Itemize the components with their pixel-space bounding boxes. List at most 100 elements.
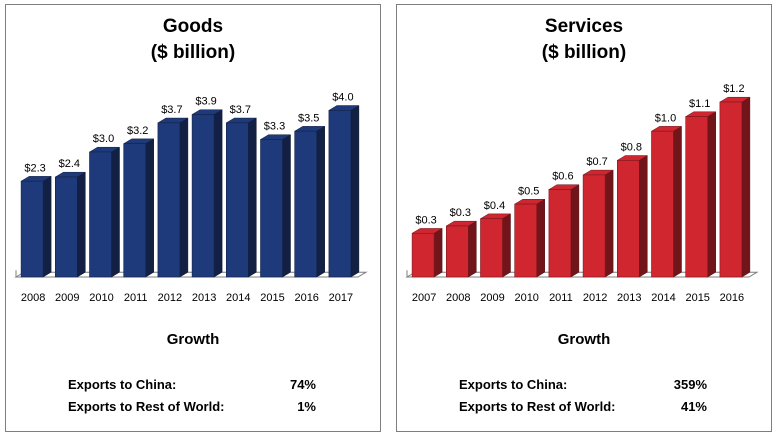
data-label: $3.0 [93, 133, 114, 145]
x-tick-label: 2010 [89, 292, 113, 304]
x-tick-label: 2009 [480, 292, 504, 304]
x-tick-label: 2008 [446, 292, 470, 304]
bar [54, 176, 78, 278]
data-label: $0.8 [621, 142, 642, 154]
data-label: $1.1 [689, 98, 710, 110]
growth-label: Exports to Rest of World: [459, 399, 616, 414]
bar [157, 122, 181, 278]
bar-side [111, 146, 120, 278]
bar-side [350, 105, 360, 278]
bar [260, 139, 283, 278]
bar-side [639, 155, 648, 278]
chart-title: Goods [162, 16, 224, 37]
data-label: $0.3 [415, 214, 436, 226]
growth-label: Exports to China: [459, 377, 568, 392]
bar-side [213, 109, 223, 278]
data-label: $0.3 [450, 207, 471, 219]
data-label: $3.9 [195, 96, 216, 108]
bar [294, 130, 318, 278]
bar-side [248, 117, 257, 278]
bar-side [282, 134, 291, 278]
growth-label: Exports to China: [68, 377, 177, 392]
bar-side [707, 111, 716, 278]
x-tick-label: 2014 [651, 292, 675, 304]
bar [411, 232, 435, 278]
chart-subtitle: ($ billion) [150, 42, 236, 63]
data-label: $2.4 [59, 158, 80, 170]
bar [20, 180, 44, 278]
data-label: $2.3 [24, 162, 45, 174]
data-label: $3.5 [298, 112, 319, 124]
bar [480, 218, 503, 278]
data-label: $1.2 [723, 83, 744, 95]
bar [226, 122, 249, 278]
x-tick-label: 2016 [720, 292, 744, 304]
goods-bar-chart: $2.3 2008 $2.4 2009 $3.0 2010 $3.2 2011 $3.7 2012… [14, 92, 368, 304]
bar [548, 189, 572, 278]
x-tick-label: 2011 [549, 292, 573, 304]
growth-row-china: Exports to China: 359% [397, 377, 771, 397]
bar-side [673, 125, 682, 278]
services-bar-chart: $0.3 2007 $0.3 2008 $0.4 2009 $0.5 2010 $0.6 2011… [405, 83, 759, 304]
bar-side [468, 220, 477, 278]
bar [328, 110, 352, 278]
x-tick-label: 2014 [226, 292, 250, 304]
bar-side [741, 96, 751, 278]
bar-side [42, 175, 52, 278]
bar [651, 130, 674, 278]
bar [191, 114, 215, 278]
bar-side [145, 138, 154, 278]
chart-title: Services [544, 16, 624, 37]
x-tick-label: 2009 [55, 292, 79, 304]
bar-side [502, 213, 511, 278]
growth-value: 359% [673, 377, 707, 392]
bar [445, 225, 469, 278]
x-tick-label: 2008 [21, 292, 45, 304]
x-tick-label: 2013 [617, 292, 641, 304]
bar-side [316, 125, 325, 278]
x-tick-label: 2017 [329, 292, 353, 304]
growth-value: 41% [680, 399, 707, 414]
bar-side [77, 171, 86, 278]
bar-side [604, 169, 614, 278]
bar [719, 101, 743, 278]
bar [617, 160, 640, 278]
x-tick-label: 2015 [260, 292, 284, 304]
bar-side [570, 184, 580, 278]
data-label: $0.6 [552, 171, 573, 183]
growth-title: Growth [557, 331, 611, 348]
goods-panel: Goods ($ billion) $2.3 2008 $2.4 2009 $3.0 20… [5, 4, 381, 432]
bar-side [536, 198, 545, 278]
chart-subtitle: ($ billion) [541, 42, 627, 63]
data-label: $3.7 [230, 104, 251, 116]
services-panel: Services ($ billion) $0.3 2007 $0.3 2008 $0.… [396, 4, 772, 432]
x-tick-label: 2011 [124, 292, 148, 304]
growth-label: Exports to Rest of World: [68, 399, 225, 414]
bar-side [179, 117, 189, 278]
data-label: $0.4 [484, 200, 505, 212]
data-label: $1.0 [655, 112, 676, 124]
x-tick-label: 2015 [685, 292, 709, 304]
x-tick-label: 2007 [412, 292, 436, 304]
x-tick-label: 2010 [514, 292, 538, 304]
x-tick-label: 2012 [158, 292, 182, 304]
x-tick-label: 2016 [294, 292, 318, 304]
growth-row-china: Exports to China: 74% [6, 377, 380, 397]
bar-side [433, 228, 443, 278]
bar [123, 143, 146, 278]
data-label: $0.7 [586, 156, 607, 168]
growth-value: 74% [289, 377, 316, 392]
x-tick-label: 2013 [192, 292, 216, 304]
data-label: $3.2 [127, 125, 148, 137]
growth-title: Growth [166, 331, 220, 348]
bar [582, 174, 606, 278]
data-label: $0.5 [518, 185, 539, 197]
growth-row-rest-of-world: Exports to Rest of World: 41% [397, 399, 771, 419]
data-label: $3.3 [264, 121, 285, 133]
data-label: $3.7 [161, 104, 182, 116]
growth-row-rest-of-world: Exports to Rest of World: 1% [6, 399, 380, 419]
bar [514, 203, 537, 278]
data-label: $4.0 [332, 92, 353, 104]
bar [89, 151, 112, 278]
growth-value: 1% [297, 399, 316, 414]
